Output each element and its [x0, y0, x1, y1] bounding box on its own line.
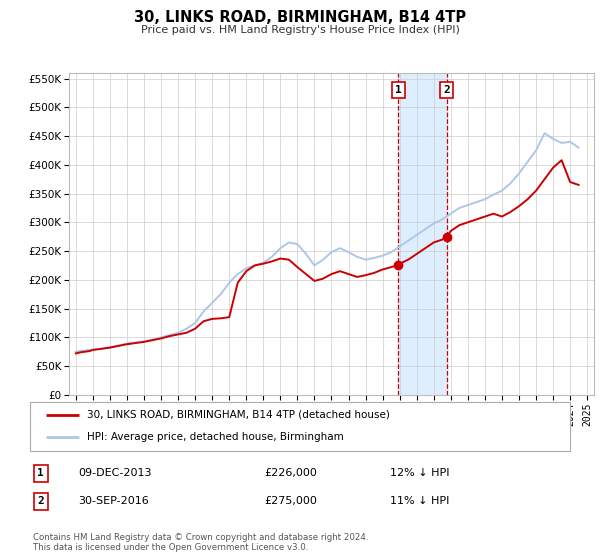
- Text: 2: 2: [37, 496, 44, 506]
- Text: 30-SEP-2016: 30-SEP-2016: [78, 496, 149, 506]
- Text: 30, LINKS ROAD, BIRMINGHAM, B14 4TP (detached house): 30, LINKS ROAD, BIRMINGHAM, B14 4TP (det…: [86, 410, 389, 420]
- Text: 09-DEC-2013: 09-DEC-2013: [78, 468, 151, 478]
- Text: 11% ↓ HPI: 11% ↓ HPI: [390, 496, 449, 506]
- Text: 12% ↓ HPI: 12% ↓ HPI: [390, 468, 449, 478]
- Text: £226,000: £226,000: [264, 468, 317, 478]
- Text: £275,000: £275,000: [264, 496, 317, 506]
- Text: 30, LINKS ROAD, BIRMINGHAM, B14 4TP: 30, LINKS ROAD, BIRMINGHAM, B14 4TP: [134, 10, 466, 25]
- Text: Contains HM Land Registry data © Crown copyright and database right 2024.: Contains HM Land Registry data © Crown c…: [33, 533, 368, 542]
- Text: 2: 2: [443, 85, 450, 95]
- Bar: [398, 73, 446, 395]
- Text: HPI: Average price, detached house, Birmingham: HPI: Average price, detached house, Birm…: [86, 432, 343, 442]
- Text: This data is licensed under the Open Government Licence v3.0.: This data is licensed under the Open Gov…: [33, 543, 308, 552]
- Text: 1: 1: [395, 85, 402, 95]
- Text: 1: 1: [37, 468, 44, 478]
- Text: Price paid vs. HM Land Registry's House Price Index (HPI): Price paid vs. HM Land Registry's House …: [140, 25, 460, 35]
